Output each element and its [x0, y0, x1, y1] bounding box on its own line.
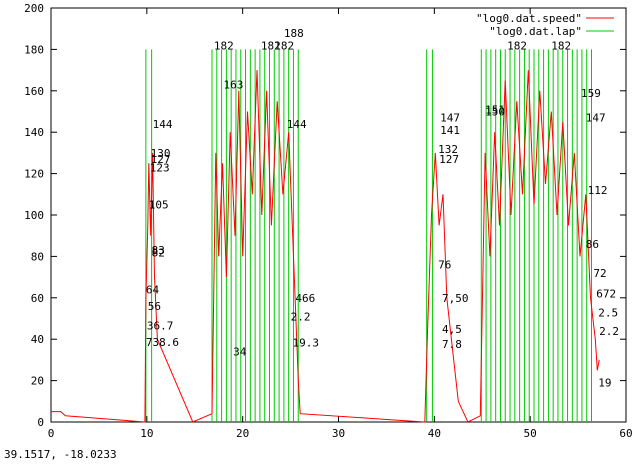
data-label: 105 [149, 199, 169, 212]
y-tick-label: 80 [31, 250, 44, 263]
point-annotations: 1441301271231058382645636.7738.618216318… [146, 27, 619, 390]
x-tick-label: 10 [140, 427, 153, 440]
data-label: 182 [214, 39, 234, 52]
y-tick-label: 40 [31, 333, 44, 346]
data-label: 182 [261, 39, 281, 52]
data-label: 141 [440, 124, 460, 137]
data-label: 144 [153, 118, 173, 131]
data-label: 182 [274, 39, 294, 52]
data-label: 2.2 [599, 325, 619, 338]
x-tick-label: 20 [236, 427, 249, 440]
data-label: 4,5 [442, 323, 462, 336]
data-label: 56 [148, 300, 161, 313]
data-label: 2.2 [291, 310, 311, 323]
legend: "log0.dat.speed""log0.dat.lap" [476, 12, 614, 38]
data-label: 86 [586, 238, 599, 251]
data-label: 144 [287, 118, 307, 131]
x-tick-label: 40 [428, 427, 441, 440]
y-tick-label: 0 [37, 416, 44, 429]
y-tick-label: 200 [24, 2, 44, 15]
data-label: 127 [151, 153, 171, 166]
axes: 0 10 20 30 40 50 60 0 20 40 60 80 100 120 140 160 180 200 [24, 2, 633, 440]
data-label: 82 [152, 246, 165, 259]
data-label: 147 [586, 112, 606, 125]
coordinate-readout: 39.1517, -18.0233 [4, 448, 117, 461]
data-label: 19.3 [293, 337, 320, 350]
data-label: 188 [284, 27, 304, 40]
data-label: 182 [551, 39, 571, 52]
data-label: 2.5 [598, 306, 618, 319]
data-label: 150 [485, 106, 505, 119]
y-tick-label: 20 [31, 375, 44, 388]
data-label: 738.6 [146, 336, 179, 349]
x-tick-label: 30 [332, 427, 345, 440]
data-label: 7.8 [442, 338, 462, 351]
data-label: 163 [224, 79, 244, 92]
data-label: 36.7 [147, 319, 174, 332]
data-label: 127 [439, 153, 459, 166]
x-tick-label: 50 [524, 427, 537, 440]
legend-label-speed: "log0.dat.speed" [476, 12, 582, 25]
y-tick-label: 180 [24, 43, 44, 56]
data-label: 7,50 [442, 292, 469, 305]
data-label: 159 [581, 87, 601, 100]
data-label: 151 [485, 103, 505, 116]
data-label: 123 [150, 161, 170, 174]
speed-series [51, 70, 600, 423]
data-label: 130 [151, 147, 171, 160]
x-tick-label: 0 [48, 427, 55, 440]
data-label: 132 [438, 143, 458, 156]
data-label: 466 [295, 292, 315, 305]
data-label: 72 [593, 267, 606, 280]
y-tick-label: 60 [31, 292, 44, 305]
y-tick-label: 100 [24, 209, 44, 222]
x-tick-label: 60 [619, 427, 632, 440]
data-label: 112 [588, 184, 608, 197]
data-label: 64 [146, 284, 160, 297]
y-tick-label: 120 [24, 168, 44, 181]
data-label: 147 [440, 112, 460, 125]
data-label: 83 [152, 244, 165, 257]
speed-line [51, 70, 600, 423]
lap-series [145, 49, 592, 422]
data-label: 182 [507, 39, 527, 52]
y-tick-label: 160 [24, 85, 44, 98]
data-label: 34 [233, 346, 247, 359]
legend-label-lap: "log0.dat.lap" [489, 25, 582, 38]
data-label: 672 [596, 288, 616, 301]
data-label: 19 [598, 377, 611, 390]
data-label: 76 [438, 259, 451, 272]
y-tick-label: 140 [24, 126, 44, 139]
